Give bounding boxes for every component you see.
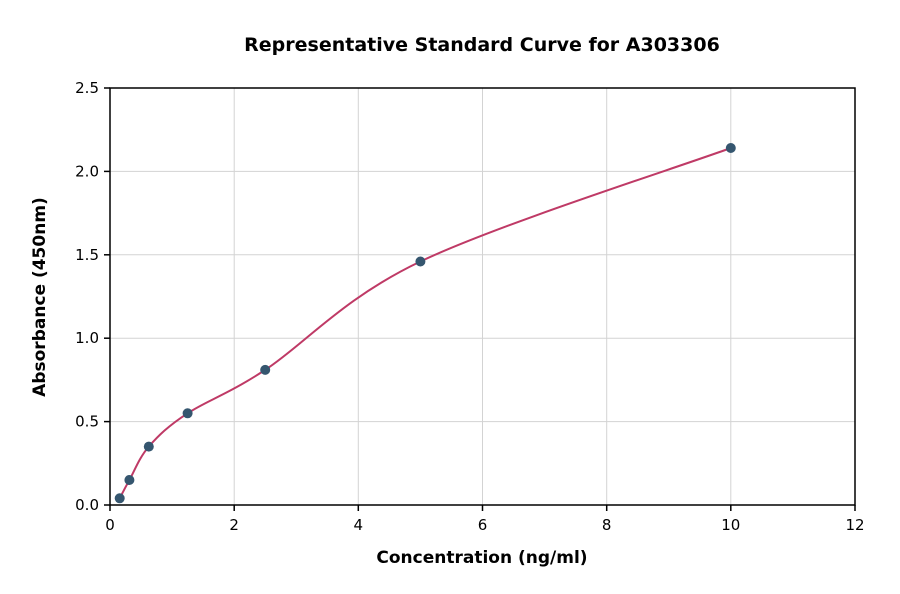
data-points <box>114 143 736 504</box>
x-axis-label: Concentration (ng/ml) <box>376 548 587 568</box>
data-point <box>260 364 271 375</box>
data-point <box>114 493 125 504</box>
chart-title: Representative Standard Curve for A30330… <box>244 34 720 56</box>
data-point <box>415 256 426 267</box>
fit-curve <box>118 147 732 500</box>
data-point <box>182 408 193 419</box>
y-tick-label: 0.0 <box>75 496 99 514</box>
x-tick-label: 0 <box>105 516 115 534</box>
data-point <box>124 475 135 485</box>
x-tick-label: 8 <box>602 516 612 534</box>
x-tick-label: 12 <box>845 516 864 534</box>
x-tick-label: 6 <box>478 516 488 534</box>
data-point <box>725 143 736 153</box>
x-tick-label: 2 <box>229 516 239 534</box>
gridlines <box>109 87 856 506</box>
x-tick-label: 10 <box>721 516 740 534</box>
y-axis-label: Absorbance (450nm) <box>30 197 50 397</box>
y-tick-label: 2.5 <box>75 79 99 97</box>
y-tick-label: 0.5 <box>75 413 99 431</box>
data-point <box>143 441 154 452</box>
y-tick-label: 1.0 <box>75 329 99 347</box>
y-tick-label: 2.0 <box>75 162 99 180</box>
x-tick-label: 4 <box>354 516 364 534</box>
axis-ticks: 0 2 4 6 8 10 12 0.0 0.5 1.0 1.5 2.0 2.5 <box>75 79 864 534</box>
y-tick-label: 1.5 <box>75 246 99 264</box>
